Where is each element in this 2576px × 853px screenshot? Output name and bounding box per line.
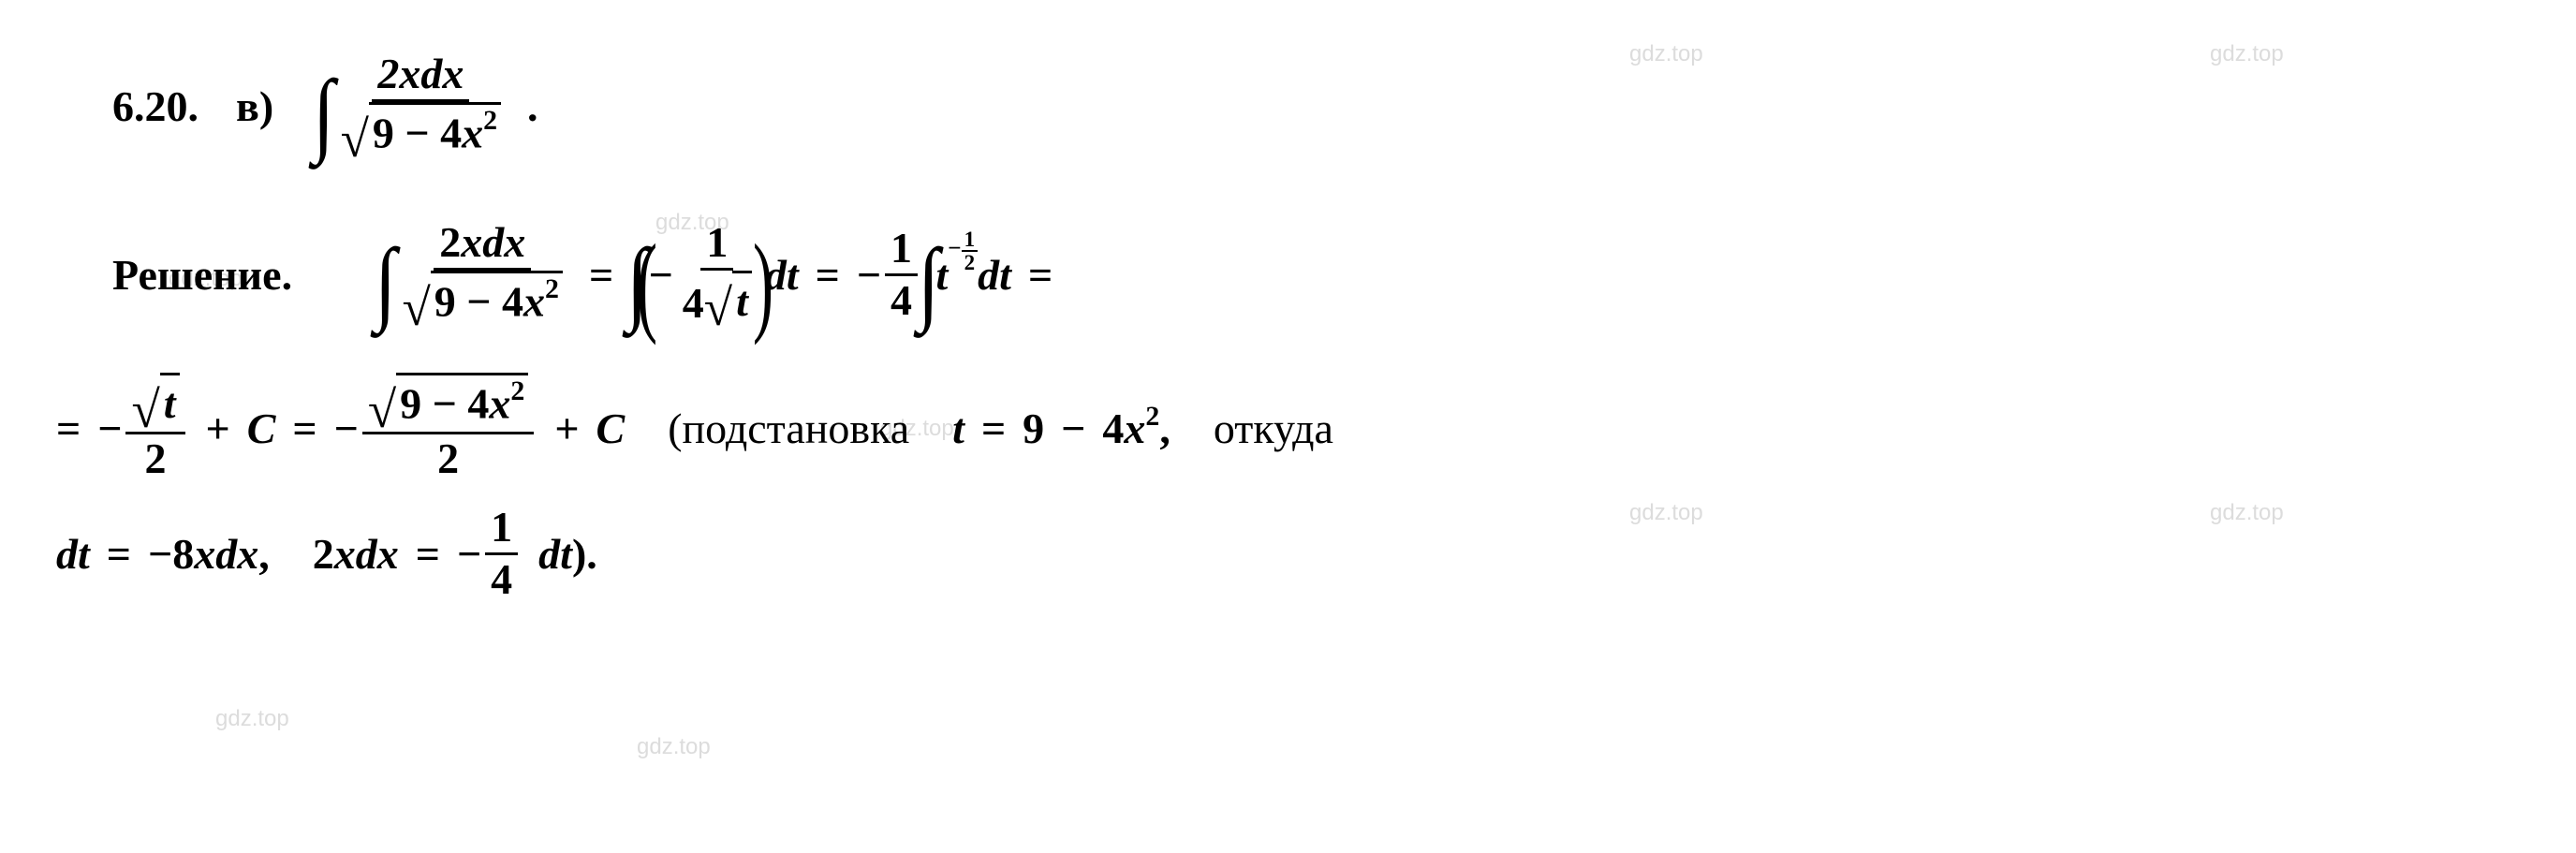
solution-label: Решение. <box>112 243 292 307</box>
eight-xdx: 8xdx <box>172 522 258 586</box>
num-1: 2xdx <box>377 50 464 97</box>
problem-row: 6.20. в) ∫ 2xdx √ 9 − 4x2 . <box>112 36 2520 176</box>
watermark: gdz.top <box>215 702 289 736</box>
two-a: 2 <box>139 434 171 484</box>
t-c: t <box>160 373 180 432</box>
eq-7: = <box>107 522 131 586</box>
solution-row-2: = − √t 2 + C = − √ 9 − 4x2 2 + <box>56 373 2520 484</box>
solution-row-3: dt = − 8xdx , 2xdx = − 1 4 dt). <box>56 503 2520 605</box>
integral-sign-4: ∫ <box>918 212 939 352</box>
dt-3: dt <box>56 522 90 586</box>
subst-label: (подстановка <box>668 396 909 461</box>
frac-1-4rt: 1 4√t <box>677 218 758 330</box>
problem-number: 6.20. <box>112 74 199 139</box>
frac-rt-t-2: √t 2 <box>125 373 184 484</box>
dt-2: dt <box>978 243 1011 307</box>
integrand-2: 2xdx √ 9 − 4x2 <box>397 218 568 330</box>
exp-1: 1 <box>962 228 979 252</box>
t-a: t <box>732 271 752 330</box>
four-c: 4 <box>485 555 518 605</box>
close-paren: ). <box>572 522 597 586</box>
four-b: 4 <box>885 276 918 326</box>
eq-1: = <box>589 243 613 307</box>
fourx2: 4x2 <box>1102 396 1159 461</box>
one-c: 1 <box>485 503 518 555</box>
watermark: gdz.top <box>637 730 711 764</box>
exp-neg-sign: − <box>948 231 961 267</box>
frac-1-4-b: 1 4 <box>485 503 518 605</box>
nine-a: 9 <box>1023 396 1044 461</box>
sqrt-final: √ 9 − 4x2 <box>368 373 528 432</box>
C-2: C <box>596 396 626 461</box>
eq-2: = <box>816 243 840 307</box>
integral-sign-1: ∫ <box>313 43 334 184</box>
neg-4: − <box>334 396 359 461</box>
rparen-1: ) <box>753 250 773 317</box>
neg-3: − <box>97 396 122 461</box>
frac-final: √ 9 − 4x2 2 <box>362 373 534 484</box>
dot-1: . <box>527 74 538 139</box>
neg-6: − <box>148 522 172 586</box>
plus-1: + <box>206 396 230 461</box>
comma-2: , <box>258 522 270 586</box>
sqrt-t-2: √t <box>131 373 179 432</box>
rad-body-1: 9 − 4x2 <box>373 108 497 158</box>
integrand-1: 2xdx √ 9 − 4x2 <box>335 50 507 161</box>
rad-body-2: 9 − 4x2 <box>434 276 559 327</box>
four-a: 4 <box>683 279 704 327</box>
solution-row-1: Решение. ∫ 2xdx √ 9 − 4x2 = ∫ ( − 1 4√t … <box>112 204 2520 345</box>
eq-6: = <box>981 396 1006 461</box>
otkuda: откуда <box>1214 396 1333 461</box>
rad-body-3: 9 − 4x2 <box>400 378 524 429</box>
problem-part: в) <box>236 74 273 139</box>
C-1: C <box>247 396 276 461</box>
eq-3: = <box>1028 243 1052 307</box>
neg-7: − <box>457 522 481 586</box>
frac-1-4: 1 4 <box>885 224 918 326</box>
two-b: 2 <box>432 434 464 484</box>
page-content: 6.20. в) ∫ 2xdx √ 9 − 4x2 . Решение. ∫ 2… <box>56 36 2520 605</box>
num-2: 2xdx <box>439 218 525 266</box>
neg-5: − <box>1061 396 1085 461</box>
eq-5: = <box>292 396 316 461</box>
one-b: 1 <box>885 224 918 276</box>
dt-4: dt <box>538 522 572 586</box>
integral-sign-2: ∫ <box>375 212 396 352</box>
two-xdx: 2xdx <box>313 522 399 586</box>
sqrt-2: √ 9 − 4x2 <box>403 271 563 330</box>
one-a: 1 <box>700 218 733 271</box>
lparen-1: ( <box>637 250 657 317</box>
eq-8: = <box>416 522 440 586</box>
t-d: t <box>952 396 964 461</box>
eq-4: = <box>56 396 81 461</box>
sqrt-t-1: √t <box>704 271 752 330</box>
exp-half: 1 2 <box>962 228 979 273</box>
exp-2: 2 <box>962 252 979 273</box>
comma-1: , <box>1159 396 1170 461</box>
plus-2: + <box>554 396 579 461</box>
neg-2: − <box>857 243 881 307</box>
sqrt-1: √ 9 − 4x2 <box>341 102 501 161</box>
